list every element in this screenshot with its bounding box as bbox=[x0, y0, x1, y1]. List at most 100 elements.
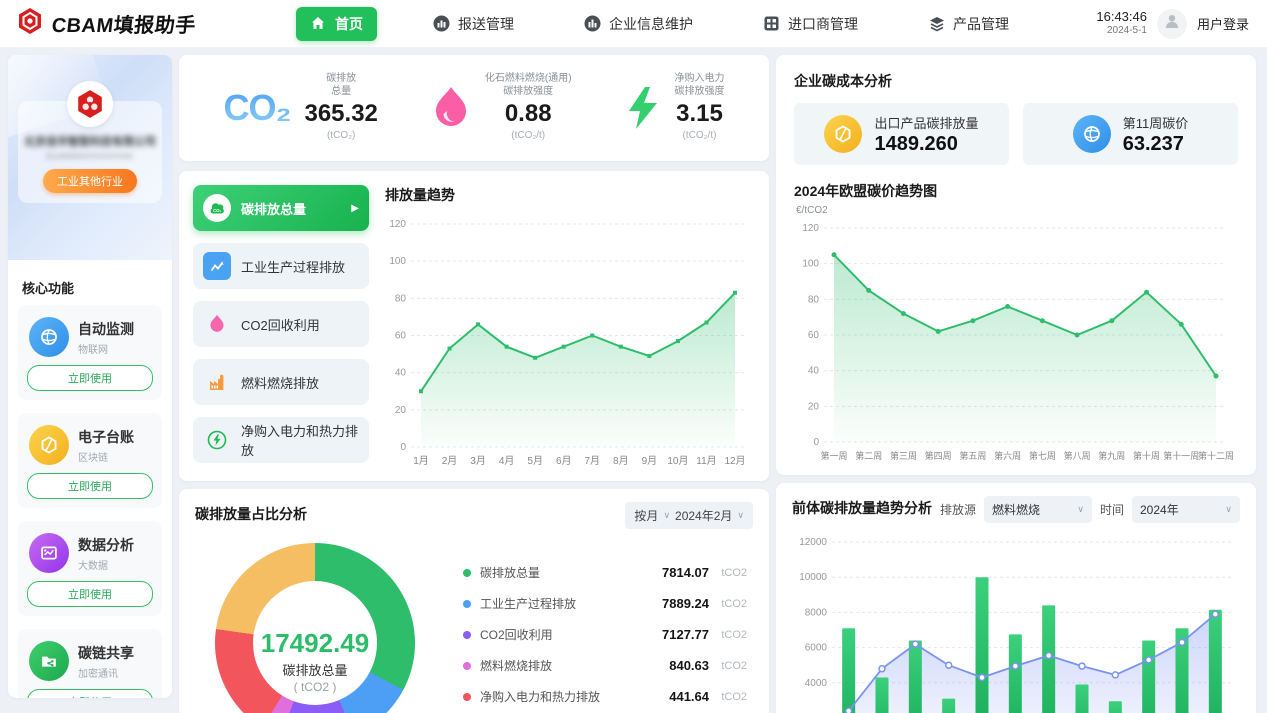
svg-text:4000: 4000 bbox=[805, 678, 828, 689]
function-title: 电子台账 bbox=[78, 428, 134, 445]
svg-text:2月: 2月 bbox=[442, 455, 458, 467]
svg-text:100: 100 bbox=[389, 256, 406, 267]
sidebar: 北京佳华智联科技有限公司 91140000XXXXXXXX0C 工业其他行业 核… bbox=[8, 55, 172, 698]
svg-text:第七周: 第七周 bbox=[1029, 450, 1056, 461]
emission-trend-panel: CO₂ 碳排放总量 ▶ 工业生产过程排放 bbox=[179, 171, 769, 481]
center-column: CO₂ 碳排放 总量 365.32 (tCO₂) 化石燃料燃烧(通用) 碳排放强度 … bbox=[179, 55, 769, 713]
use-now-button[interactable]: 立即使用 bbox=[27, 581, 153, 607]
emission-share-panel: 碳排放量占比分析 按月 ∨ 2024年2月 ∨ 17492.49 碳排放总量 ( t… bbox=[179, 489, 769, 713]
kpi-unit: (tCO₂/t) bbox=[682, 130, 717, 142]
legend-row: 工业生产过程排放 7889.24 tCO2 bbox=[463, 588, 747, 619]
function-title: 碳链共享 bbox=[78, 644, 134, 661]
use-now-button[interactable]: 立即使用 bbox=[27, 365, 153, 391]
svg-text:0: 0 bbox=[813, 437, 819, 448]
nav-item-importers[interactable]: 进口商管理 bbox=[749, 7, 872, 41]
user-login-link[interactable]: 用户登录 bbox=[1196, 17, 1249, 32]
legend-dot bbox=[463, 630, 471, 639]
main-nav: 首页 报送管理 企业信息维护 进口商管理 产品管理 bbox=[266, 6, 1096, 41]
function-card-analytics: 数据分析 大数据 立即使用 bbox=[18, 521, 162, 616]
legend-row: 净购入电力和热力排放 441.64 tCO2 bbox=[463, 681, 747, 712]
brand-title: CBAM填报助手 bbox=[50, 15, 197, 37]
menu-item-industrial-process[interactable]: 工业生产过程排放 bbox=[193, 243, 369, 289]
nav-item-company-info[interactable]: 企业信息维护 bbox=[570, 7, 707, 41]
period-filter-select[interactable]: 按月 ∨ 2024年2月 ∨ bbox=[625, 502, 753, 529]
emission-trend-chart-box: 排放量趋势 0 20 40 60 80 100 120 1月 2月 3月 4月 5月 6月 7月 8月 9月 1… bbox=[385, 185, 755, 467]
function-title: 自动监测 bbox=[78, 320, 134, 337]
kpi-value: 0.88 bbox=[504, 100, 552, 128]
function-subtitle: 大数据 bbox=[78, 560, 108, 572]
header-right: 16:43:46 2024-5-1 用户登录 bbox=[1096, 8, 1249, 39]
svg-text:10000: 10000 bbox=[799, 572, 827, 583]
legend-row: 燃料燃烧排放 840.63 tCO2 bbox=[463, 650, 747, 681]
donut-chart-wrap: 17492.49 碳排放总量 ( tCO2 ) bbox=[195, 543, 435, 713]
chevron-down-icon: ∨ bbox=[663, 510, 671, 520]
svg-text:第十二周: 第十二周 bbox=[1198, 450, 1234, 461]
svg-text:20: 20 bbox=[808, 401, 820, 412]
function-title: 数据分析 bbox=[78, 536, 134, 553]
cloud-co2-icon: CO₂ bbox=[203, 194, 231, 222]
nav-item-products[interactable]: 产品管理 bbox=[914, 7, 1023, 41]
svg-text:第十周: 第十周 bbox=[1133, 450, 1160, 461]
analytics-icon bbox=[29, 533, 69, 573]
brand: CBAM填报助手 bbox=[16, 7, 266, 40]
emission-type-menu: CO₂ 碳排放总量 ▶ 工业生产过程排放 bbox=[193, 185, 369, 467]
svg-text:80: 80 bbox=[808, 294, 820, 305]
emission-trend-chart: 0 20 40 60 80 100 120 1月 2月 3月 4月 5月 6月 7月 8月 9月 10月 11月 1… bbox=[389, 219, 745, 467]
svg-text:6000: 6000 bbox=[805, 643, 828, 654]
calculator-icon bbox=[763, 15, 781, 33]
carbon-cost-panel: 企业碳成本分析 出口产品碳排放量 1489.260 bbox=[776, 55, 1256, 475]
svg-text:0: 0 bbox=[400, 442, 406, 453]
kpi-total-emission: CO₂ 碳排放 总量 365.32 (tCO₂) bbox=[223, 73, 378, 142]
current-date: 2024-5-1 bbox=[1106, 25, 1147, 37]
svg-text:8月: 8月 bbox=[613, 455, 629, 467]
donut-total-label: 碳排放总量 bbox=[282, 662, 348, 678]
home-icon bbox=[310, 15, 328, 33]
menu-item-fuel-combustion[interactable]: 燃料燃烧排放 bbox=[193, 359, 369, 405]
svg-text:10月: 10月 bbox=[667, 455, 688, 467]
emission-trend-title: 排放量趋势 bbox=[385, 187, 455, 203]
clock: 16:43:46 2024-5-1 bbox=[1096, 9, 1147, 38]
coin-icon bbox=[824, 115, 863, 153]
use-now-button[interactable]: 立即使用 bbox=[27, 473, 153, 499]
time-range-select[interactable]: 2024年 ∨ bbox=[1132, 496, 1240, 523]
donut-chart: 17492.49 碳排放总量 ( tCO2 ) bbox=[215, 543, 415, 713]
company-inner-card: 北京佳华智联科技有限公司 91140000XXXXXXXX0C 工业其他行业 bbox=[18, 81, 162, 203]
company-name: 北京佳华智联科技有限公司 bbox=[24, 136, 156, 148]
svg-text:第八周: 第八周 bbox=[1064, 450, 1091, 461]
svg-text:3月: 3月 bbox=[470, 455, 486, 467]
svg-text:第二周: 第二周 bbox=[855, 450, 882, 461]
function-card-ledger: 电子台账 区块链 立即使用 bbox=[18, 413, 162, 508]
menu-item-co2-recovery[interactable]: CO2回收利用 bbox=[193, 301, 369, 347]
svg-text:9月: 9月 bbox=[642, 455, 658, 467]
legend-dot bbox=[463, 599, 471, 608]
menu-item-total-emission[interactable]: CO₂ 碳排放总量 ▶ bbox=[193, 185, 369, 231]
coin-icon bbox=[29, 425, 69, 465]
legend-row: CO2回收利用 7127.77 tCO2 bbox=[463, 619, 747, 650]
menu-item-purchased-power[interactable]: 净购入电力和热力排放 bbox=[193, 417, 369, 463]
line-chart-icon bbox=[203, 252, 231, 280]
svg-text:5月: 5月 bbox=[527, 455, 543, 467]
precursor-trend-panel: 前体碳排放量趋势分析 排放源 燃料燃烧 ∨ 时间 2024年 ∨ 4000 6000 8… bbox=[776, 483, 1256, 713]
person-icon bbox=[1163, 12, 1181, 35]
nav-item-home[interactable]: 首页 bbox=[296, 6, 377, 41]
kpi-value: 3.15 bbox=[676, 100, 723, 128]
function-card-monitoring: 自动监测 物联网 立即使用 bbox=[18, 305, 162, 400]
svg-text:120: 120 bbox=[389, 219, 406, 230]
emission-source-select[interactable]: 燃料燃烧 ∨ bbox=[983, 496, 1092, 523]
svg-text:4月: 4月 bbox=[499, 455, 515, 467]
chevron-down-icon: ∨ bbox=[1077, 504, 1084, 514]
carbon-cost-title: 企业碳成本分析 bbox=[794, 73, 892, 89]
function-subtitle: 物联网 bbox=[78, 344, 108, 356]
kpi-stats-panel: CO₂ 碳排放 总量 365.32 (tCO₂) 化石燃料燃烧(通用) 碳排放强度 … bbox=[179, 55, 769, 161]
nav-item-reporting[interactable]: 报送管理 bbox=[419, 7, 528, 41]
use-now-button[interactable]: 立即使用 bbox=[27, 689, 153, 698]
user-avatar[interactable] bbox=[1156, 8, 1187, 39]
svg-text:第四周: 第四周 bbox=[925, 450, 952, 461]
svg-text:100: 100 bbox=[802, 259, 819, 270]
chevron-down-icon: ∨ bbox=[1225, 504, 1232, 514]
kpi-value: 365.32 bbox=[304, 100, 378, 128]
company-logo bbox=[67, 81, 113, 127]
svg-text:第五周: 第五周 bbox=[959, 450, 986, 461]
weekly-carbon-price-card: 第11周碳价 63.237 bbox=[1023, 103, 1238, 165]
flame-icon bbox=[203, 310, 231, 338]
